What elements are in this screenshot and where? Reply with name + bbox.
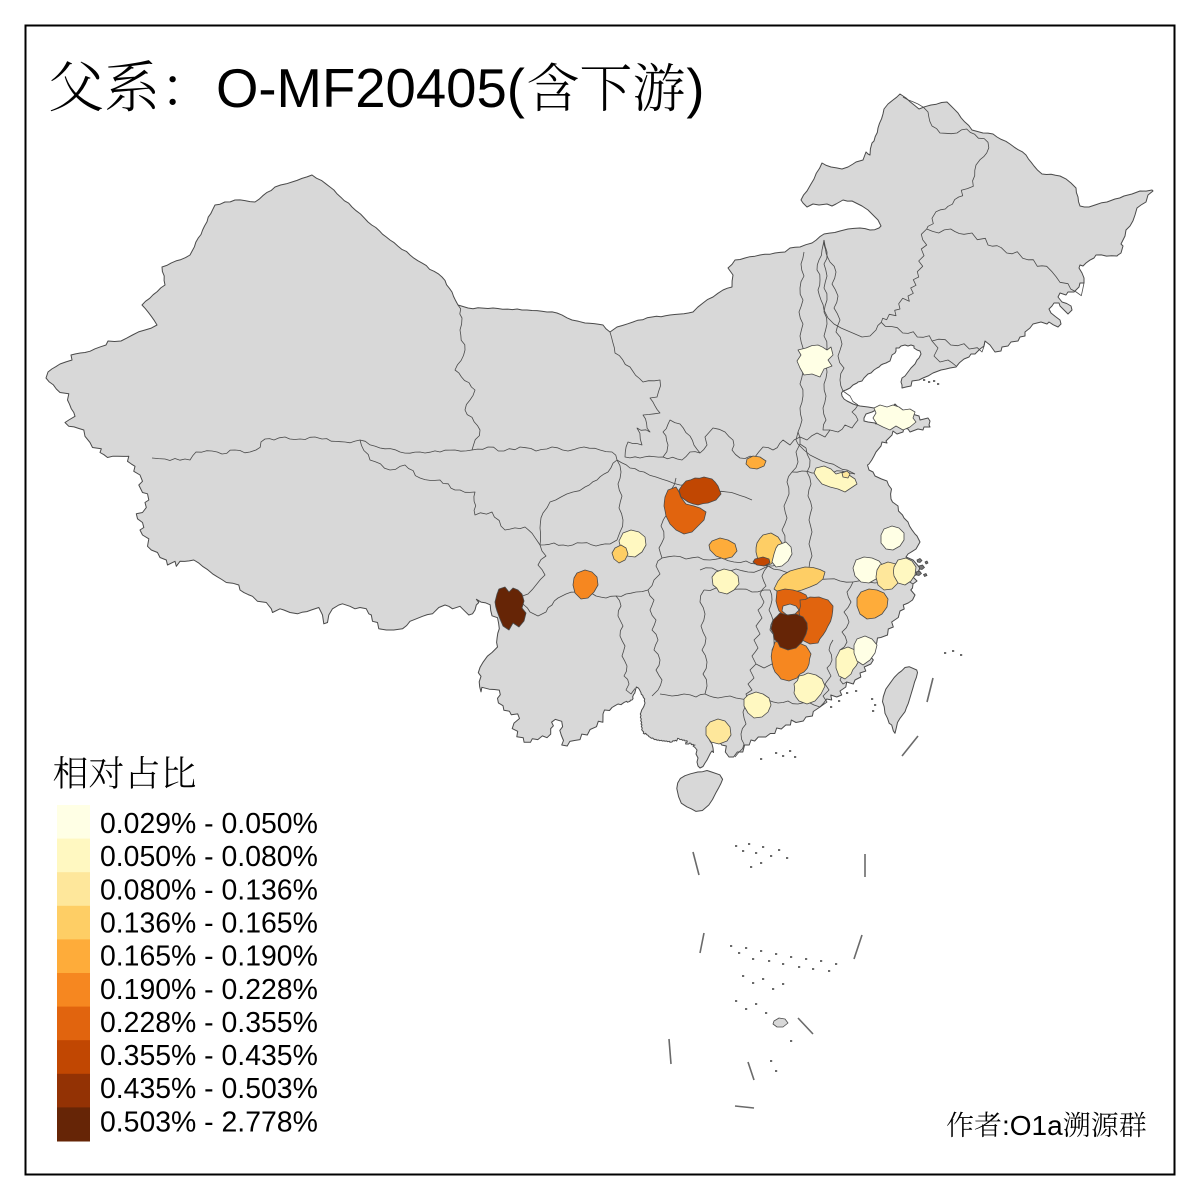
svg-text:0.165% - 0.190%: 0.165% - 0.190%	[100, 941, 318, 973]
svg-text:0.029% - 0.050%: 0.029% - 0.050%	[100, 808, 318, 840]
svg-text:0.355% - 0.435%: 0.355% - 0.435%	[100, 1040, 318, 1072]
svg-text:0.136% - 0.165%: 0.136% - 0.165%	[100, 908, 318, 940]
svg-text:0.080% - 0.136%: 0.080% - 0.136%	[100, 874, 318, 906]
svg-text:0.190% - 0.228%: 0.190% - 0.228%	[100, 974, 318, 1006]
svg-text:O-MF20405(: O-MF20405(	[216, 58, 525, 119]
svg-text:0.228% - 0.355%: 0.228% - 0.355%	[100, 1007, 318, 1039]
svg-text::O1a: :O1a	[1002, 1110, 1063, 1141]
svg-text:0.503% - 2.778%: 0.503% - 2.778%	[100, 1106, 318, 1138]
svg-text:): )	[686, 58, 704, 119]
svg-text:0.050% - 0.080%: 0.050% - 0.080%	[100, 841, 318, 873]
svg-text:0.435% - 0.503%: 0.435% - 0.503%	[100, 1073, 318, 1105]
